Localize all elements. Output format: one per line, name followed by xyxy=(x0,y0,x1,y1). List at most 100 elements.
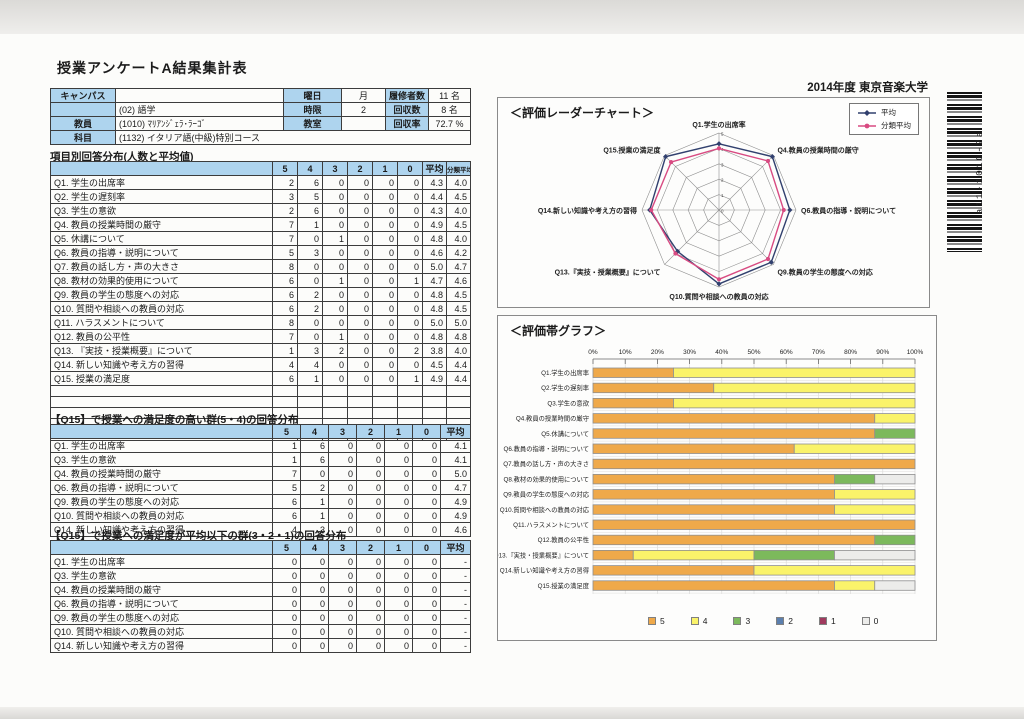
svg-text:60%: 60% xyxy=(780,349,793,356)
count-cell: 0 xyxy=(412,624,441,639)
count-cell: 0 xyxy=(356,494,385,509)
item-label: Q11. ハラスメントについて xyxy=(50,315,273,330)
count-cell: 3 xyxy=(297,245,323,260)
table-cell xyxy=(372,396,398,408)
count-cell: 6 xyxy=(272,301,298,316)
count-cell: 0 xyxy=(356,638,385,653)
item-row: Q4. 教員の授業時間の厳守 7 1 0 0 0 0 4.9 4.5 xyxy=(50,217,471,232)
average-cell: 4.1 xyxy=(440,438,471,453)
count-cell: 0 xyxy=(412,638,441,653)
radar-axis-label: Q1.学生の出席率 xyxy=(692,120,745,129)
count-cell: 0 xyxy=(300,582,329,597)
item-row: Q3. 学生の意欲 2 6 0 0 0 0 4.3 4.0 xyxy=(50,203,471,218)
column-header: 3 xyxy=(328,424,357,439)
count-cell: 6 xyxy=(297,175,323,190)
count-cell: 5 xyxy=(297,189,323,204)
count-cell: 1 xyxy=(322,329,348,344)
empty-row xyxy=(50,385,471,397)
item-label: Q10. 質問や相談への教員の対応 xyxy=(50,301,273,316)
count-cell: 0 xyxy=(412,596,441,611)
item-label: Q14. 新しい知識や考え方の習得 xyxy=(50,638,273,653)
count-cell: 0 xyxy=(272,610,301,625)
svg-text:20%: 20% xyxy=(651,349,664,356)
count-cell: 0 xyxy=(397,357,423,372)
count-cell: 0 xyxy=(322,245,348,260)
count-cell: 0 xyxy=(356,480,385,495)
band-row-label: Q3.学生の意欲 xyxy=(547,398,589,407)
average-cell: 4.8 xyxy=(422,329,447,344)
average-cell: 4.8 xyxy=(422,231,447,246)
average-cell: 4.9 xyxy=(440,494,471,509)
count-cell: 0 xyxy=(328,554,357,569)
item-row: Q1. 学生の出席率 1 6 0 0 0 0 4.1 xyxy=(50,438,471,453)
info-row: (02) 語学 時限 2 回収数 8 名 xyxy=(50,102,471,117)
count-cell: 7 xyxy=(272,217,298,232)
legend-label: 1 xyxy=(830,616,836,626)
count-cell: 0 xyxy=(322,175,348,190)
item-row: Q5. 休講について 7 0 1 0 0 0 4.8 4.0 xyxy=(50,231,471,246)
count-cell: 0 xyxy=(347,175,373,190)
item-row: Q3. 学生の意欲 0 0 0 0 0 0- xyxy=(50,568,471,583)
legend-label: 4 xyxy=(702,616,708,626)
column-header: 2 xyxy=(356,540,385,555)
count-cell: 0 xyxy=(347,203,373,218)
page-title: 授業アンケートA結果集計表 xyxy=(57,60,248,76)
group-average-cell: 4.0 xyxy=(446,343,471,358)
band-row-label: Q13.『実技・授業概要』について xyxy=(498,550,589,559)
count-cell: 0 xyxy=(347,245,373,260)
radar-axis-label: Q10.質問や相談への教員の対応 xyxy=(669,292,768,301)
count-cell: 0 xyxy=(300,554,329,569)
count-cell: 0 xyxy=(272,582,301,597)
band-legend-item: 5 xyxy=(648,616,665,626)
table-cell xyxy=(446,385,471,397)
table-cell xyxy=(347,396,373,408)
column-header: 5 xyxy=(272,424,301,439)
band-graph-title: ＜評価帯グラフ＞ xyxy=(510,324,607,338)
count-cell: 1 xyxy=(272,438,301,453)
item-label: Q9. 教員の学生の態度への対応 xyxy=(50,494,273,509)
info-value-cell: 月 xyxy=(341,88,386,103)
radar-axis-label: Q15.授業の満足度 xyxy=(603,146,661,155)
item-row: Q13. 『実技・授業概要』について 1 3 2 0 0 2 3.8 4.0 xyxy=(50,343,471,358)
item-label: Q3. 学生の意欲 xyxy=(50,452,273,467)
table-cell xyxy=(397,385,423,397)
band-row-label: Q8.教材の効果的使用について xyxy=(503,474,589,483)
count-cell: 0 xyxy=(372,329,398,344)
count-cell: 0 xyxy=(347,259,373,274)
count-cell: 0 xyxy=(372,273,398,288)
count-cell: 6 xyxy=(272,273,298,288)
item-row: Q8. 教材の効果的使用について 6 0 1 0 0 1 4.7 4.6 xyxy=(50,273,471,288)
count-cell: 4 xyxy=(297,357,323,372)
count-cell: 0 xyxy=(300,610,329,625)
info-row: 科目 (1132) イタリア語(中級)特別コース xyxy=(50,130,471,145)
group-average-cell: 4.5 xyxy=(446,287,471,302)
count-cell: 1 xyxy=(397,273,423,288)
count-cell: 0 xyxy=(322,371,348,386)
count-cell: 2 xyxy=(272,203,298,218)
info-row: 教員 (1010) ﾏﾘｱﾝｼﾞｪﾗ･ﾗｰｺﾞ 教室 回収率 72.7 % xyxy=(50,116,471,131)
legend-marker-icon xyxy=(858,109,876,116)
count-cell: 0 xyxy=(397,217,423,232)
group-average-cell: 4.0 xyxy=(446,231,471,246)
table-cell xyxy=(397,396,423,408)
legend-marker-icon xyxy=(858,123,876,128)
count-cell: 0 xyxy=(384,452,413,467)
count-cell: 1 xyxy=(397,371,423,386)
table-cell xyxy=(422,385,447,397)
count-cell: 2 xyxy=(322,343,348,358)
count-cell: 0 xyxy=(412,452,441,467)
band-row-label: Q5.休講について xyxy=(541,429,589,438)
item-label: Q4. 教員の授業時間の厳守 xyxy=(50,217,273,232)
count-cell: 0 xyxy=(397,245,423,260)
info-value-cell xyxy=(341,116,386,131)
count-cell: 0 xyxy=(272,624,301,639)
count-cell: 6 xyxy=(300,438,329,453)
count-cell: 0 xyxy=(384,610,413,625)
item-label: Q13. 『実技・授業概要』について xyxy=(50,343,273,358)
item-label: Q6. 教員の指導・説明について xyxy=(50,596,273,611)
item-label: Q10. 質問や相談への教員の対応 xyxy=(50,624,273,639)
svg-text:2: 2 xyxy=(721,178,724,183)
count-cell: 0 xyxy=(328,466,357,481)
legend-label: 3 xyxy=(745,616,751,626)
group-average-cell: 4.6 xyxy=(446,273,471,288)
